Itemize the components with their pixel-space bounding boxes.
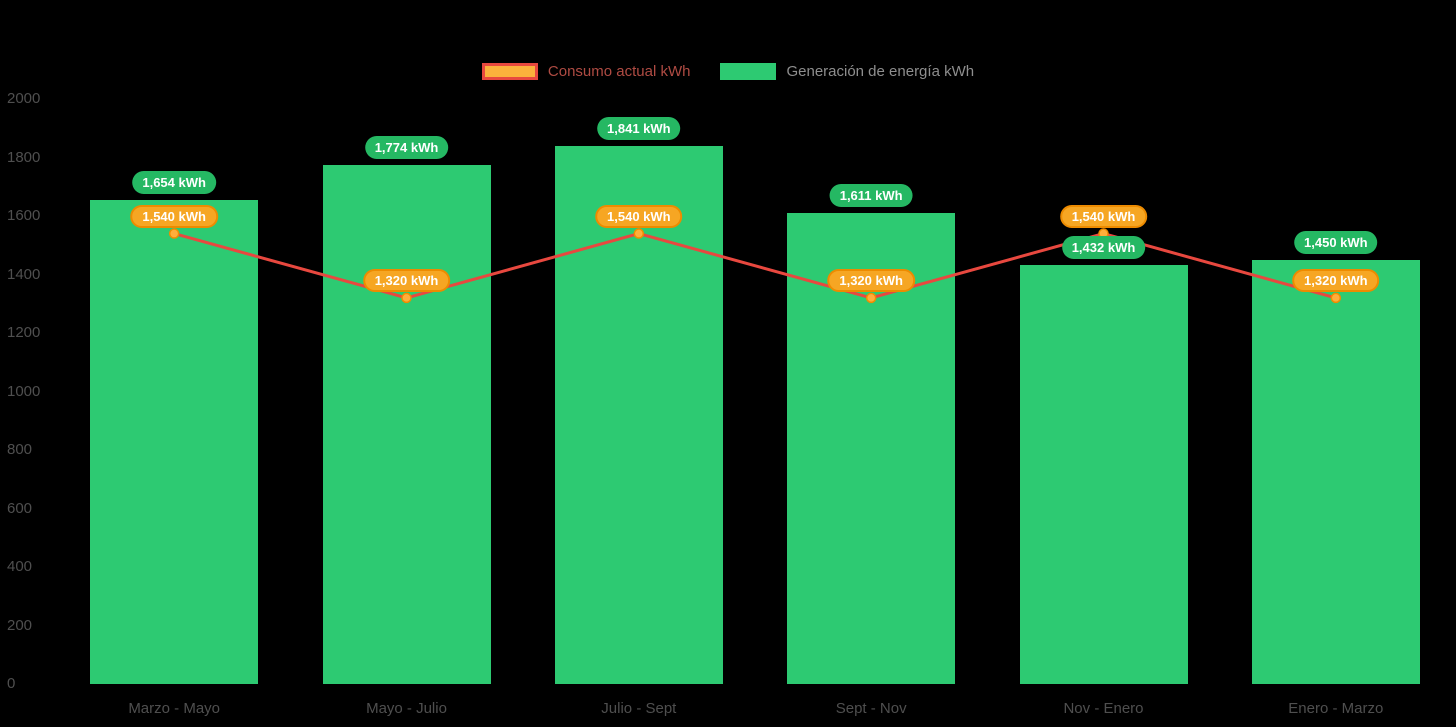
consumption-value-label-4: 1,540 kWh — [1059, 204, 1148, 228]
generation-value-label-1: 1,774 kWh — [364, 136, 449, 160]
x-axis-label-0: Marzo - Mayo — [128, 700, 220, 717]
consumption-value-label-3: 1,320 kWh — [827, 268, 915, 292]
x-axis-label-1: Mayo - Julio — [366, 700, 447, 717]
legend-item-generation[interactable]: Generación de energía kWh — [720, 63, 974, 80]
generation-bar-4 — [1019, 265, 1188, 684]
legend-consumption-label: Consumo actual kWh — [547, 63, 691, 80]
generation-bar-5 — [1251, 259, 1420, 684]
y-axis-tick-1000: 1000 — [7, 382, 41, 400]
x-axis-label-3: Sept - Nov — [835, 700, 907, 717]
generation-value-label-5: 1,450 kWh — [1294, 230, 1378, 254]
y-axis-tick-1400: 1400 — [7, 265, 41, 283]
generation-bar-1 — [322, 165, 491, 684]
generation-swatch-icon — [720, 63, 777, 80]
consumption-value-label-2: 1,540 kWh — [595, 204, 683, 228]
x-axis-label-5: Enero - Marzo — [1288, 700, 1384, 717]
y-axis-tick-2000: 2000 — [7, 90, 41, 107]
generation-value-label-2: 1,841 kWh — [597, 116, 681, 140]
y-axis-tick-200: 200 — [7, 616, 33, 634]
generation-value-label-0: 1,654 kWh — [132, 171, 216, 195]
y-axis-tick-600: 600 — [7, 499, 33, 517]
consumption-swatch-icon — [481, 63, 538, 80]
legend-generation-label: Generación de energía kWh — [786, 63, 975, 80]
consumption-value-label-1: 1,320 kWh — [362, 268, 451, 292]
consumption-value-label-0: 1,540 kWh — [130, 204, 218, 228]
y-axis-tick-400: 400 — [7, 558, 33, 575]
y-axis-tick-800: 800 — [7, 441, 33, 458]
legend-item-consumption[interactable]: Consumo actual kWh — [481, 63, 691, 80]
generation-value-label-4: 1,432 kWh — [1061, 236, 1146, 260]
y-axis-tick-1200: 1200 — [7, 324, 41, 341]
x-axis-label-4: Nov - Enero — [1063, 700, 1144, 717]
generation-bar-0 — [90, 200, 259, 684]
y-axis-tick-1800: 1800 — [7, 148, 41, 166]
y-axis-tick-0: 0 — [7, 675, 16, 692]
y-axis-tick-1600: 1600 — [7, 207, 41, 224]
consumption-value-label-5: 1,320 kWh — [1292, 268, 1380, 292]
x-axis-label-2: Julio - Sept — [601, 700, 677, 717]
generation-value-label-3: 1,611 kWh — [829, 183, 913, 207]
chart-legend: Consumo actual kWh Generación de energía… — [0, 63, 1456, 80]
